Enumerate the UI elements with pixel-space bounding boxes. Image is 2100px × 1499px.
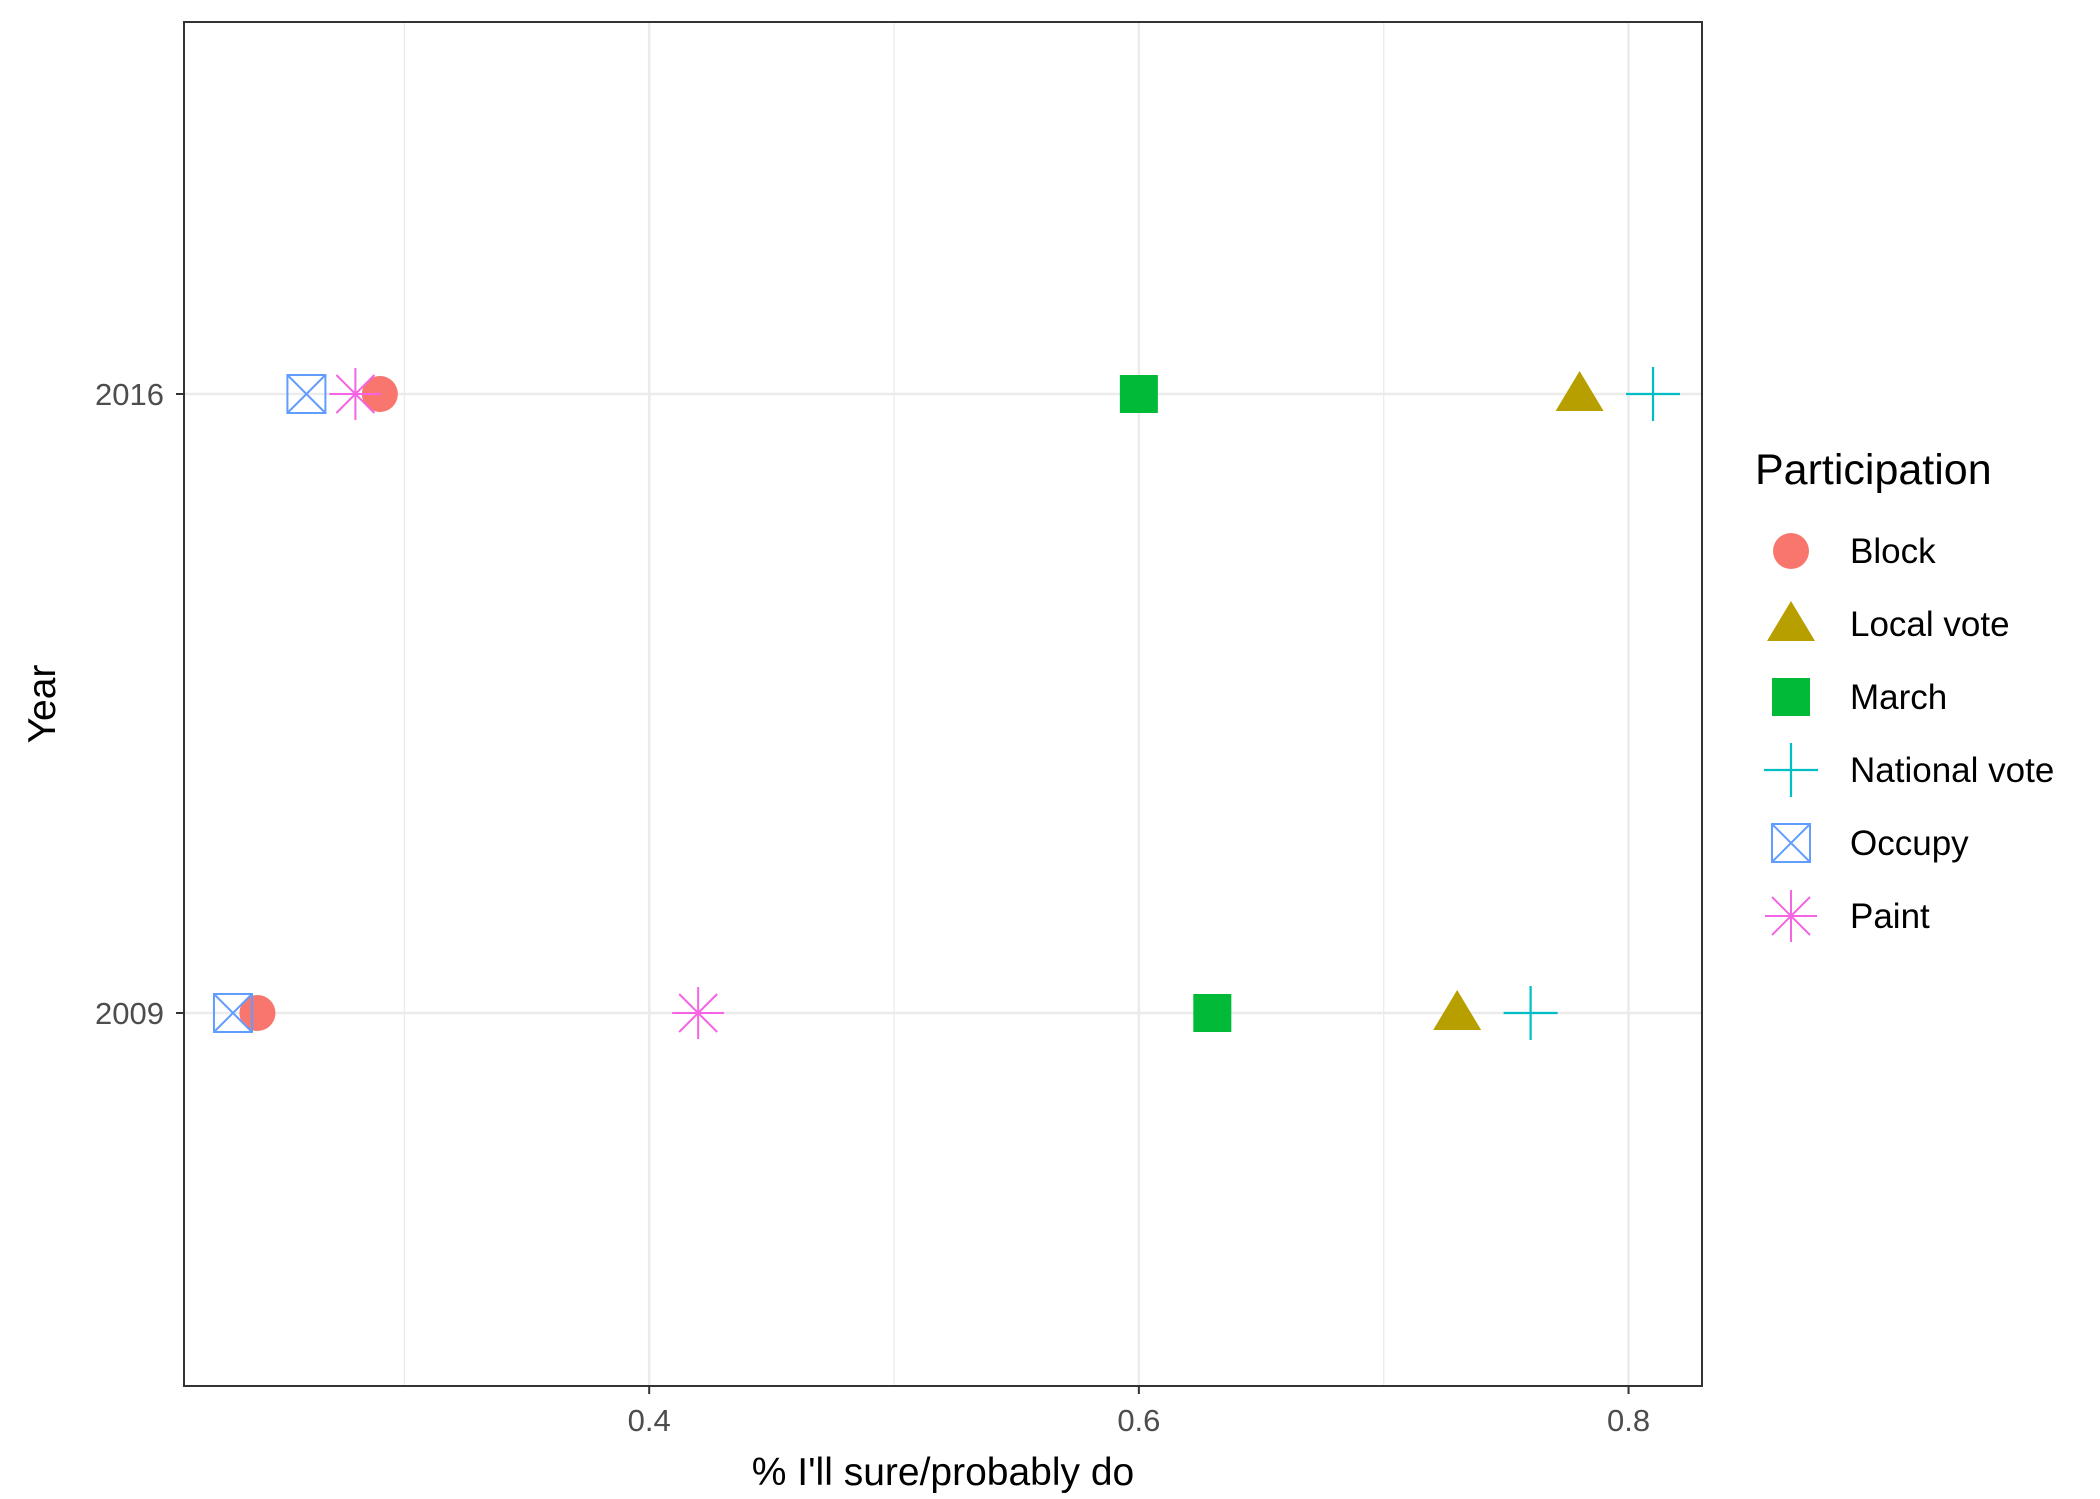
legend: Participation Block Local vote March Nation… <box>1755 446 2054 942</box>
data-point-marker <box>286 374 327 414</box>
data-point-marker <box>1119 375 1158 413</box>
x-tick-label: 0.4 <box>628 1403 671 1438</box>
data-point-marker <box>239 995 276 1031</box>
data-point <box>212 993 253 1033</box>
data-point-marker <box>329 368 382 420</box>
data-point-marker <box>1433 990 1482 1030</box>
legend-label: National vote <box>1850 751 2054 790</box>
y-tick-label: 2016 <box>95 377 164 412</box>
legend-key-marker <box>1767 601 1815 641</box>
series-local-vote <box>1433 371 1604 1030</box>
data-point-marker <box>1193 994 1232 1032</box>
legend-key <box>1773 533 1809 569</box>
data-point-marker <box>1503 986 1558 1040</box>
series-block <box>239 376 398 1031</box>
grid-layer <box>184 22 1702 1386</box>
series-paint <box>329 368 725 1039</box>
data-point-marker <box>1626 367 1681 421</box>
legend-item: Local vote <box>1767 601 2010 644</box>
legend-key <box>1771 823 1811 863</box>
data-point-marker <box>1555 371 1604 411</box>
legend-item: National vote <box>1764 743 2054 797</box>
x-axis-title: % I'll sure/probably do <box>752 1451 1134 1494</box>
series-national-vote <box>1503 367 1681 1040</box>
data-point <box>1555 371 1604 411</box>
legend-item: Paint <box>1765 890 1930 942</box>
data-point-marker <box>212 993 253 1033</box>
legend-key <box>1772 678 1810 716</box>
data-point <box>672 987 725 1039</box>
legend-item: March <box>1772 678 1947 717</box>
data-point <box>1503 986 1558 1040</box>
legend-key <box>1765 890 1817 942</box>
panel-border <box>183 21 1703 1387</box>
legend-label: Occupy <box>1850 824 1969 863</box>
legend-key-marker <box>1772 678 1810 716</box>
data-point <box>239 995 276 1031</box>
legend-key-marker <box>1773 533 1809 569</box>
data-point-marker <box>286 374 327 414</box>
legend-label: Block <box>1850 532 1936 571</box>
data-point <box>1193 994 1232 1032</box>
legend-item: Occupy <box>1771 823 1969 863</box>
legend-label: Local vote <box>1850 605 2010 644</box>
legend-key-marker <box>1765 890 1817 942</box>
series-occupy <box>212 374 327 1033</box>
legend-label: Paint <box>1850 897 1930 936</box>
legend-item: Block <box>1773 532 1936 571</box>
legend-label: March <box>1850 678 1947 717</box>
data-point <box>1433 990 1482 1030</box>
x-tick-label: 0.6 <box>1117 1403 1160 1438</box>
axis-layer: 0.4 0.6 0.8 2009 2016 <box>95 377 1650 1438</box>
legend-title: Participation <box>1755 446 1992 494</box>
legend-key <box>1767 601 1815 641</box>
data-point <box>1119 375 1158 413</box>
legend-key <box>1764 743 1818 797</box>
points-layer <box>212 367 1681 1040</box>
legend-key-marker <box>1764 743 1818 797</box>
data-point-marker <box>672 987 725 1039</box>
data-point-marker <box>213 993 253 1033</box>
legend-key-marker <box>1771 823 1811 863</box>
legend-key-marker <box>1771 823 1811 863</box>
data-point <box>286 374 327 414</box>
data-point <box>329 368 382 420</box>
x-tick-label: 0.8 <box>1607 1403 1650 1438</box>
y-tick-label: 2009 <box>95 996 164 1031</box>
y-axis-title: Year <box>21 665 64 744</box>
data-point <box>1626 367 1681 421</box>
series-march <box>1119 375 1232 1032</box>
